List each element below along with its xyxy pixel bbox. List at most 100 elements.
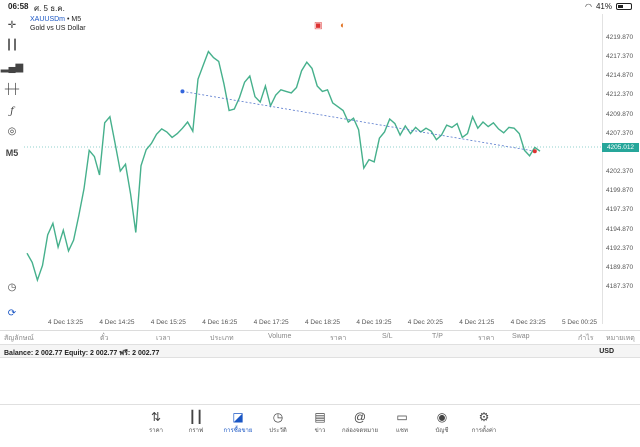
tab-label: กราฟ bbox=[188, 428, 204, 434]
time-tick-label: 4 Dec 13:25 bbox=[48, 319, 84, 326]
tab-account[interactable]: ◉ บัญชี bbox=[422, 409, 462, 435]
col-open-price: ราคา bbox=[330, 335, 347, 342]
objects-icon[interactable]: ◎ bbox=[7, 125, 17, 137]
bottom-tab-bar: ⇅ ราคา ┃┃ กราฟ ◪ การซื้อขาย ◷ ประวัติ ▤ ข่าว … bbox=[0, 404, 640, 447]
tab-mailbox[interactable]: @ กล่องจดหมาย bbox=[340, 409, 380, 435]
battery-percent: 41% bbox=[595, 2, 612, 11]
symbol-info: XAUUSDm • M5 Gold vs US Dollar bbox=[30, 16, 86, 32]
current-price-label: 4205.012 bbox=[602, 143, 639, 152]
price-tick-label: 4192.370 bbox=[606, 244, 634, 252]
tab-label: ประวัติ bbox=[269, 428, 287, 434]
battery-fill bbox=[618, 5, 623, 8]
timeframe-button[interactable]: M5 bbox=[5, 148, 19, 158]
trendline-anchor-start bbox=[180, 89, 185, 94]
book-icon: ▤ bbox=[314, 410, 326, 424]
tab-label: ราคา bbox=[149, 428, 163, 434]
status-time: 06:58 bbox=[8, 2, 29, 11]
crosshair-icon[interactable]: ✛ bbox=[7, 19, 17, 31]
divider bbox=[0, 330, 640, 331]
col-comment: หมายเหตุ bbox=[606, 335, 635, 342]
ohlc-icon[interactable]: ┼┼ bbox=[4, 83, 20, 95]
time-tick-label: 4 Dec 17:25 bbox=[253, 319, 289, 326]
chart-line-icon: ◪ bbox=[232, 410, 244, 424]
price-series-line bbox=[26, 50, 541, 283]
left-toolbar: ✛ ┃┃ ▂▄▆ ┼┼ ƒ ◎ M5 ◷ ⟳ bbox=[0, 14, 24, 319]
price-tick-label: 4194.870 bbox=[606, 225, 634, 233]
time-tick-label: 4 Dec 23:25 bbox=[510, 319, 546, 326]
col-profit: กำไร bbox=[578, 335, 594, 342]
status-right: ◠ 41% bbox=[585, 2, 632, 11]
tab-label: ข่าว bbox=[314, 428, 326, 434]
price-axis bbox=[602, 14, 640, 324]
col-symbol: สัญลักษณ์ bbox=[4, 335, 34, 342]
trade-table-header: สัญลักษณ์ ตั๋ว เวลา ประเภท Volume ราคา S… bbox=[0, 330, 640, 344]
price-tick-label: 4214.870 bbox=[606, 72, 634, 80]
flag-icon[interactable]: ▣ bbox=[314, 20, 323, 30]
time-tick-label: 4 Dec 21:25 bbox=[459, 319, 495, 326]
price-tick-label: 4199.870 bbox=[606, 187, 634, 195]
tab-chart[interactable]: ┃┃ กราฟ bbox=[176, 409, 216, 435]
trendline bbox=[182, 90, 535, 152]
one-click-trading-icon[interactable]: ◷ bbox=[7, 281, 17, 293]
balance-currency: USD bbox=[599, 348, 614, 355]
price-tick-label: 4202.370 bbox=[606, 168, 634, 176]
tab-label: การตั้งค่า bbox=[471, 428, 497, 434]
price-tick-label: 4209.870 bbox=[606, 110, 634, 118]
chat-icon: ▭ bbox=[396, 410, 408, 424]
price-tick-label: 4217.370 bbox=[606, 53, 634, 61]
balance-row: Balance: 2 002.77 Equity: 2 002.77 ฟรี: … bbox=[0, 344, 640, 358]
tab-quotes[interactable]: ⇅ ราคา bbox=[136, 409, 176, 435]
symbol-name: XAUUSDm bbox=[30, 16, 66, 23]
price-tick-label: 4197.370 bbox=[606, 206, 634, 214]
col-volume: Volume bbox=[268, 333, 292, 340]
candles-icon[interactable]: ┃┃ bbox=[5, 39, 19, 51]
bars-icon[interactable]: ▂▄▆ bbox=[0, 61, 24, 73]
col-tp: T/P bbox=[432, 333, 443, 340]
arrows-updown-icon: ⇅ bbox=[150, 410, 162, 424]
battery-icon bbox=[616, 3, 632, 10]
at-icon: @ bbox=[353, 410, 367, 424]
function-icon[interactable]: ƒ bbox=[10, 105, 14, 117]
col-type: ประเภท bbox=[210, 335, 234, 342]
col-time: เวลา bbox=[156, 335, 171, 342]
refresh-icon[interactable]: ⟳ bbox=[7, 307, 17, 319]
time-tick-label: 4 Dec 18:25 bbox=[305, 319, 341, 326]
tab-label: บัญชี bbox=[435, 428, 449, 434]
tab-news[interactable]: ▤ ข่าว bbox=[300, 409, 340, 435]
tab-settings[interactable]: ⚙ การตั้งค่า bbox=[464, 409, 504, 435]
time-tick-label: 4 Dec 20:25 bbox=[407, 319, 443, 326]
wifi-icon: ◠ bbox=[585, 2, 592, 11]
tab-label: กล่องจดหมาย bbox=[341, 428, 379, 434]
candles-icon: ┃┃ bbox=[188, 410, 204, 424]
price-chart[interactable] bbox=[0, 0, 640, 330]
col-ticket: ตั๋ว bbox=[100, 335, 109, 342]
symbol-timeframe: M5 bbox=[71, 16, 82, 23]
balance-text: Balance: 2 002.77 Equity: 2 002.77 ฟรี: … bbox=[4, 350, 160, 357]
account-icon: ◉ bbox=[436, 410, 448, 424]
price-tick-label: 4189.870 bbox=[606, 264, 634, 271]
price-tick-label: 4212.370 bbox=[606, 91, 634, 99]
tab-label: แชท bbox=[396, 428, 408, 434]
time-tick-label: 4 Dec 16:25 bbox=[202, 319, 238, 326]
price-tick-label: 4219.870 bbox=[606, 33, 634, 41]
tab-label: การซื้อขาย bbox=[223, 428, 253, 434]
tab-history[interactable]: ◷ ประวัติ bbox=[258, 409, 298, 435]
symbol-description: Gold vs US Dollar bbox=[30, 25, 86, 32]
gear-icon: ⚙ bbox=[478, 410, 490, 424]
time-tick-label: 4 Dec 14:25 bbox=[99, 319, 135, 326]
price-tick-label: 4207.370 bbox=[606, 129, 634, 137]
tab-trade[interactable]: ◪ การซื้อขาย bbox=[218, 409, 258, 435]
time-tick-label: 4 Dec 15:25 bbox=[150, 319, 186, 326]
time-tick-label: 5 Dec 00:25 bbox=[562, 319, 598, 326]
price-tick-label: 4187.370 bbox=[606, 283, 634, 291]
col-price: ราคา bbox=[478, 335, 495, 342]
tab-chat[interactable]: ▭ แชท bbox=[382, 409, 422, 435]
time-tick-label: 4 Dec 19:25 bbox=[356, 319, 392, 326]
col-sl: S/L bbox=[382, 333, 393, 340]
status-date: ศ. 5 ธ.ค. bbox=[34, 4, 65, 13]
trendline-anchor-end bbox=[532, 149, 537, 154]
status-bar: 06:58 ศ. 5 ธ.ค. ◠ 41% bbox=[0, 0, 640, 14]
col-swap: Swap bbox=[512, 333, 530, 340]
signal-icon[interactable]: ◐ bbox=[340, 20, 346, 30]
clock-icon: ◷ bbox=[272, 410, 284, 424]
